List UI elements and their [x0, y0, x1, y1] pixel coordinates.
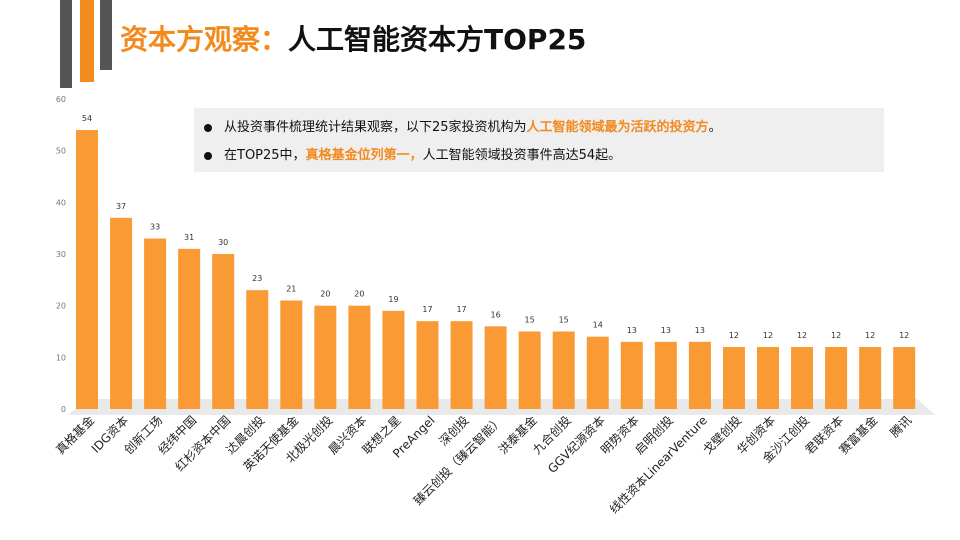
data-label: 13	[695, 326, 705, 335]
data-label: 12	[729, 331, 739, 340]
data-label: 17	[422, 305, 432, 314]
note-2-post: 人工智能领域投资事件高达54起。	[422, 148, 622, 163]
data-label: 13	[661, 326, 671, 335]
data-label: 15	[559, 316, 569, 325]
bar	[416, 321, 439, 409]
y-tick-label: 0	[61, 405, 66, 414]
bar	[280, 300, 303, 409]
note-1-pre: 从投资事件梳理统计结果观察，以下25家投资机构为	[224, 120, 527, 135]
y-tick-label: 60	[56, 95, 66, 104]
title-prefix: 资本方观察：	[120, 23, 289, 56]
summary-box: 从投资事件梳理统计结果观察，以下25家投资机构为人工智能领域最为活跃的投资方。 …	[194, 108, 884, 172]
bar	[654, 341, 677, 409]
y-tick-label: 20	[56, 302, 66, 311]
x-tick-label: 真格基金	[53, 413, 98, 458]
data-label: 37	[116, 202, 126, 211]
decor-bar-left	[60, 0, 72, 88]
bar	[825, 347, 848, 409]
data-label: 17	[456, 305, 466, 314]
data-label: 21	[286, 285, 296, 294]
data-label: 23	[252, 274, 262, 283]
data-label: 15	[525, 316, 535, 325]
bar	[859, 347, 882, 409]
y-tick-label: 30	[56, 250, 66, 259]
bullet-icon	[204, 151, 212, 160]
bar	[450, 321, 473, 409]
data-label: 30	[218, 238, 228, 247]
data-label: 12	[899, 331, 909, 340]
bar	[76, 130, 98, 409]
data-label: 12	[831, 331, 841, 340]
y-tick-label: 10	[56, 353, 66, 362]
note-1-highlight: 人工智能领域最为活跃的投资方	[526, 120, 709, 135]
note-2-highlight: 真格基金位列第一，	[305, 148, 423, 163]
note-1-post: 。	[708, 120, 722, 135]
data-label: 20	[354, 290, 364, 299]
bar	[620, 341, 643, 409]
bar	[314, 305, 337, 409]
summary-line-2: 在TOP25中，真格基金位列第一，人工智能领域投资事件高达54起。	[204, 142, 884, 170]
bar	[144, 238, 167, 409]
bar	[212, 254, 235, 409]
bullet-icon	[204, 123, 212, 132]
y-tick-label: 40	[56, 198, 66, 207]
data-label: 12	[865, 331, 875, 340]
bar	[110, 217, 133, 409]
x-tick-label: 腾讯	[887, 413, 915, 441]
note-2-pre: 在TOP25中，	[224, 148, 306, 163]
bar	[586, 336, 609, 409]
y-tick-label: 50	[56, 147, 66, 156]
summary-line-1: 从投资事件梳理统计结果观察，以下25家投资机构为人工智能领域最为活跃的投资方。	[204, 114, 884, 142]
bar	[484, 326, 507, 409]
data-label: 13	[627, 326, 637, 335]
bar	[893, 347, 916, 409]
bar	[348, 305, 371, 409]
title-main: 人工智能资本方TOP25	[288, 23, 587, 56]
decor-bar-accent	[80, 0, 94, 82]
x-tick-label: 赛富基金	[836, 413, 881, 458]
data-label: 33	[150, 223, 160, 232]
decor-bar-right	[100, 0, 112, 70]
bar	[518, 331, 541, 409]
bar	[178, 248, 201, 409]
bar	[688, 341, 711, 409]
data-label: 12	[763, 331, 773, 340]
data-label: 12	[797, 331, 807, 340]
data-label: 54	[82, 114, 92, 123]
bar	[382, 310, 405, 409]
bar	[246, 290, 269, 409]
data-label: 14	[593, 321, 603, 330]
data-label: 20	[320, 290, 330, 299]
page-title: 资本方观察：人工智能资本方TOP25	[120, 18, 586, 58]
bar	[757, 347, 779, 409]
bar	[791, 347, 814, 409]
data-label: 19	[388, 295, 398, 304]
bar	[722, 347, 745, 409]
data-label: 31	[184, 233, 194, 242]
data-label: 16	[491, 310, 501, 319]
bar	[552, 331, 575, 409]
